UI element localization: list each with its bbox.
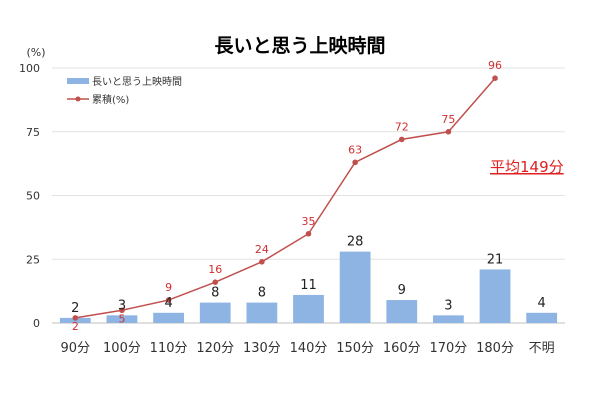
bar-data-label: 8 (211, 286, 219, 301)
x-tick-label: 150分 (336, 341, 374, 356)
bar-data-label: 28 (347, 235, 364, 250)
bar (386, 300, 418, 323)
x-tick-label: 110分 (150, 341, 188, 356)
line-point (305, 230, 312, 237)
legend-swatch-bar (67, 78, 89, 84)
line-data-label: 35 (302, 215, 316, 228)
x-tick-label: 180分 (476, 341, 514, 356)
x-tick-label: 100分 (103, 341, 141, 356)
legend-label-line: 累積(%) (92, 93, 129, 106)
line-point (212, 279, 219, 286)
line-point (165, 297, 172, 303)
chart-title: 長いと思う上映時間 (214, 35, 385, 57)
line-point (259, 259, 265, 265)
x-tick-label: 90分 (61, 341, 91, 356)
line-point (352, 159, 358, 166)
y-tick-label: 50 (26, 190, 40, 203)
cumulative-line (75, 77, 496, 319)
bar (339, 251, 371, 323)
bar (526, 312, 558, 323)
bar-data-label: 2 (71, 301, 79, 316)
x-tick-label: 160分 (383, 341, 421, 356)
bar-data-label: 3 (444, 298, 452, 313)
line-data-label: 96 (488, 59, 502, 72)
x-tick-label: 不明 (529, 341, 555, 356)
x-tick-label: 130分 (243, 341, 281, 356)
y-tick-label: 75 (26, 126, 40, 139)
average-annotation: 平均149分 (490, 158, 564, 176)
bar-data-label: 3 (118, 298, 126, 313)
line-data-label: 16 (208, 263, 222, 276)
line-data-label: 2 (72, 320, 79, 333)
legend-label-bar: 長いと思う上映時間 (92, 76, 182, 88)
legend-marker-line (75, 96, 81, 102)
x-tick-label: 120分 (196, 341, 234, 356)
y-axis-label: (%) (26, 46, 45, 59)
legend: 長いと思う上映時間 累積(%) (67, 76, 182, 106)
bar-data-label: 8 (258, 286, 266, 301)
line-data-label: 5 (118, 312, 125, 325)
y-tick-label: 100 (19, 62, 40, 75)
bar-data-label: 9 (398, 283, 406, 298)
line-data-label: 75 (441, 113, 455, 126)
line-point (492, 75, 498, 81)
bar (293, 294, 324, 323)
bar (246, 302, 278, 323)
bar (106, 315, 138, 323)
line-point (445, 128, 452, 135)
line-data-label: 9 (165, 281, 172, 294)
bar (479, 269, 511, 323)
x-tick-label: 170分 (429, 341, 467, 356)
x-tick-label: 140分 (290, 341, 328, 356)
line-data-label: 24 (255, 243, 269, 256)
bar-data-label: 11 (300, 278, 317, 293)
bar (199, 302, 231, 323)
bar-data-label: 4 (538, 296, 546, 311)
bar (433, 315, 464, 323)
line-point (119, 307, 125, 314)
bar (153, 312, 184, 323)
bar-data-label: 4 (164, 296, 172, 311)
line-point (72, 315, 79, 321)
y-tick-label: 0 (33, 317, 40, 330)
line-data-label: 72 (395, 120, 409, 133)
y-tick-label: 25 (26, 253, 40, 266)
line-data-label: 63 (348, 143, 362, 156)
line-point (398, 136, 405, 143)
bar-data-label: 21 (487, 252, 504, 267)
